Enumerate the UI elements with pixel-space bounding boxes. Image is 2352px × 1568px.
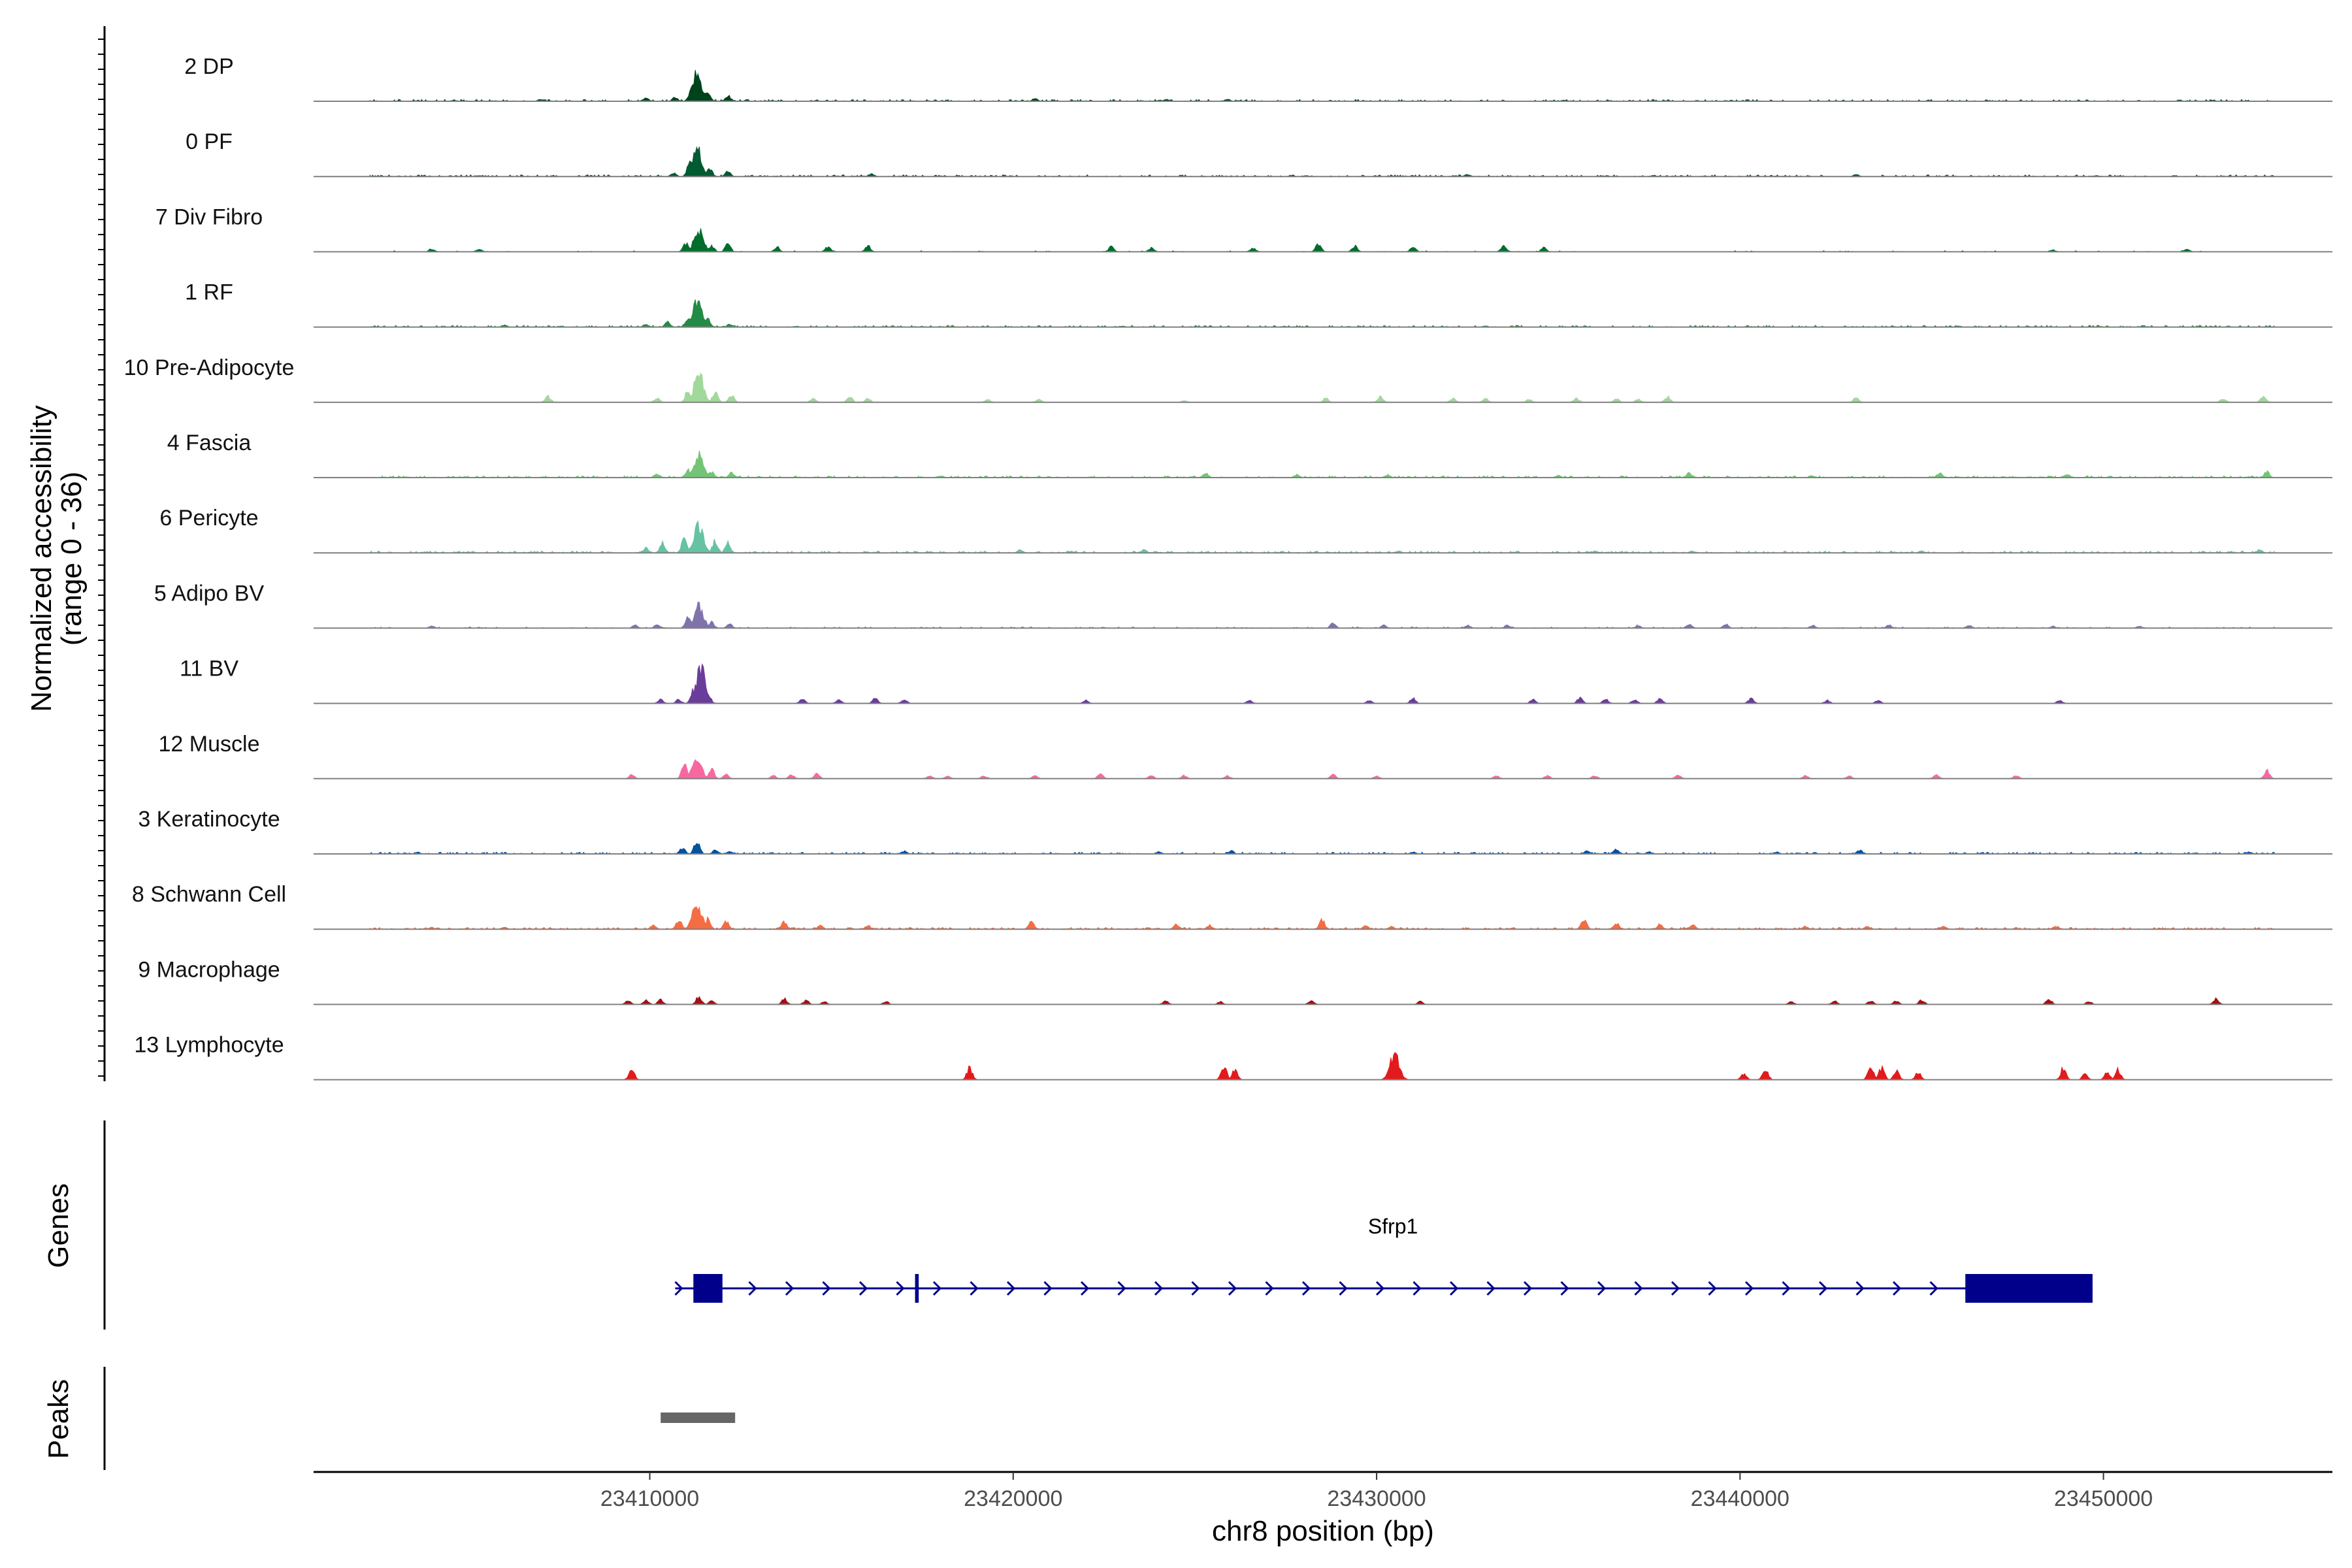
track-label: 7 Div Fibro [155,204,263,229]
strand-arrow [1708,1281,1717,1296]
strand-arrow [1265,1281,1274,1296]
track-label: 13 Lymphocyte [134,1033,284,1058]
y-axis-title: Normalized accessibility [25,405,57,711]
coverage-track: 4 Fascia [167,431,2332,478]
track-label: 5 Adipo BV [154,581,265,606]
x-tick-label: 23420000 [964,1486,1062,1511]
coverage-track: 2 DP [184,54,2332,102]
strand-arrow [1560,1281,1569,1296]
coverage-area [370,228,2274,252]
track-label: 4 Fascia [167,431,252,455]
track-label: 1 RF [185,280,233,305]
track-label: 2 DP [184,54,234,79]
strand-arrow [1634,1281,1643,1296]
gene-exon [915,1274,919,1303]
strand-arrow [858,1281,868,1296]
coverage-track: 12 Muscle [159,732,2332,779]
coverage-area [370,1052,2274,1081]
strand-arrow [1782,1281,1791,1296]
strand-arrow [1043,1281,1053,1296]
gene-exon [1965,1274,2093,1303]
coverage-tracks: 2 DP 0 PF 7 Div Fibro 1 RF 10 Pre-Adipocyte 4… [124,54,2332,1081]
coverage-track: 5 Adipo BV [154,581,2332,629]
x-axis-title: chr8 position (bp) [1212,1515,1434,1547]
coverage-y-axis [98,26,106,1081]
strand-arrow [1486,1281,1495,1296]
coverage-track: 7 Div Fibro [155,204,2332,253]
coverage-area [370,299,2275,328]
x-tick-label: 23410000 [600,1486,699,1511]
strand-arrow [1744,1281,1754,1296]
peaks-track-label: Peaks [42,1379,74,1459]
strand-arrow [1892,1281,1902,1296]
coverage-track: 13 Lymphocyte [134,1033,2332,1081]
coverage-area [369,520,2275,553]
strand-arrow [1006,1281,1016,1296]
track-label: 10 Pre-Adipocyte [124,355,295,380]
strand-arrow [785,1281,794,1296]
coverage-track: 1 RF [185,280,2332,328]
strand-arrow [674,1281,683,1296]
strand-arrow [1671,1281,1680,1296]
coverage-track: 3 Keratinocyte [138,807,2332,855]
track-label: 8 Schwann Cell [132,882,286,907]
y-axis-range: (range 0 - 36) [56,472,88,646]
strand-arrow [1449,1281,1459,1296]
strand-arrow [1339,1281,1348,1296]
coverage-track: 8 Schwann Cell [132,882,2332,930]
strand-arrow [1191,1281,1200,1296]
strand-arrow [1413,1281,1422,1296]
coverage-area [368,843,2275,855]
track-label: 9 Macrophage [138,957,280,982]
gene-name-label: Sfrp1 [1368,1215,1418,1238]
x-axis: 23410000 23420000 23430000 23440000 23450000 [314,1471,2332,1511]
track-label: 12 Muscle [159,732,260,757]
coverage-area [369,146,2276,177]
strand-arrow [970,1281,979,1296]
coverage-area [370,372,2274,403]
strand-arrow [1855,1281,1865,1296]
coverage-track: 0 PF [186,129,2332,178]
track-label: 0 PF [186,129,233,154]
strand-arrow [1929,1281,1938,1296]
x-tick-label: 23430000 [1327,1486,1426,1511]
strand-arrow [1228,1281,1237,1296]
strand-arrow [1301,1281,1311,1296]
coverage-area [370,663,2274,704]
coverage-track: 9 Macrophage [138,957,2332,1005]
strand-arrow [896,1281,905,1296]
strand-arrow [1117,1281,1126,1296]
strand-arrow [1375,1281,1385,1296]
x-tick-label: 23440000 [1691,1486,1789,1511]
genes-track-label: Genes [42,1183,74,1268]
coverage-track: 6 Pericyte [159,506,2332,554]
track-label: 11 BV [180,657,238,681]
peak-region [661,1413,736,1423]
strand-arrow [1818,1281,1828,1296]
strand-arrow [1597,1281,1607,1296]
strand-arrow [1080,1281,1090,1296]
peaks-track: Peaks [42,1367,736,1470]
coverage-track: 11 BV [180,657,2332,704]
coverage-area [369,906,2275,930]
strand-arrow [748,1281,757,1296]
coverage-area [370,759,2275,779]
strand-arrow [1154,1281,1164,1296]
coverage-area [369,70,2274,102]
coverage-area [370,601,2275,629]
coverage-track: 10 Pre-Adipocyte [124,355,2332,403]
x-tick-label: 23450000 [2054,1486,2153,1511]
coverage-area [370,996,2274,1005]
track-label: 6 Pericyte [159,506,258,531]
strand-arrow [822,1281,831,1296]
coverage-area [370,450,2275,478]
gene-exon [693,1274,723,1303]
strand-arrow [932,1281,942,1296]
genes-track: Genes Sfrp1 [42,1120,2093,1330]
strand-arrow [1523,1281,1533,1296]
track-label: 3 Keratinocyte [138,807,280,832]
